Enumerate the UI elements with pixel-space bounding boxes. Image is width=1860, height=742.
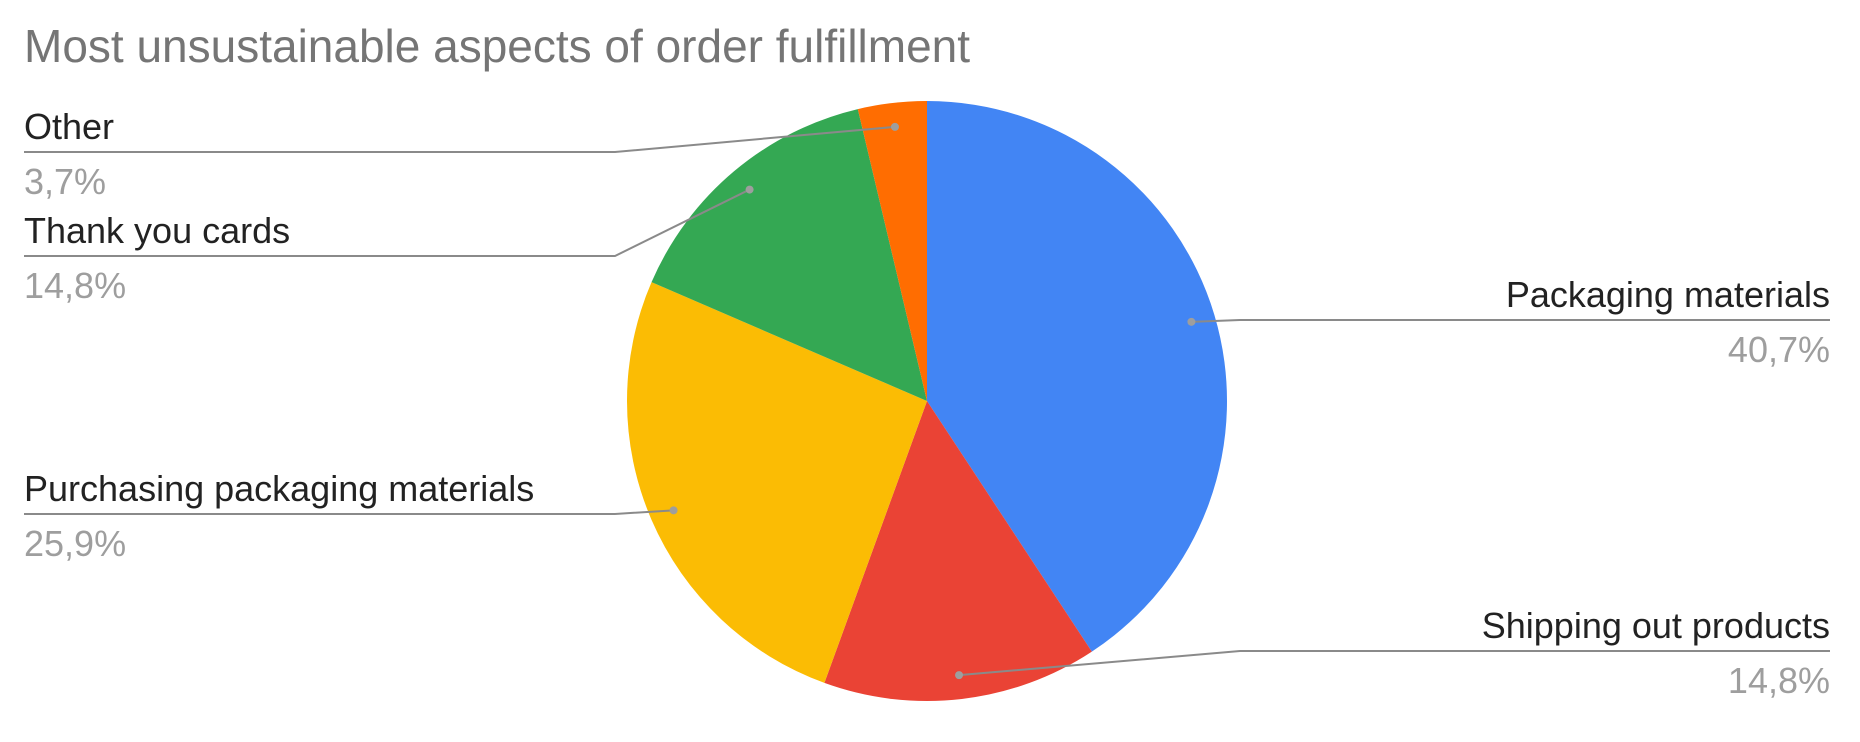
slice-label-thank-you-cards: Thank you cards xyxy=(24,210,290,251)
slice-labels: Packaging materials 40,7% Shipping out pro… xyxy=(24,106,1830,701)
slice-percent-other: 3,7% xyxy=(24,161,106,202)
chart-title: Most unsustainable aspects of order fulf… xyxy=(24,20,970,72)
slice-label-packaging-materials: Packaging materials xyxy=(1506,274,1830,315)
leader-dot-packaging-materials xyxy=(1187,317,1196,326)
leader-dot-purchasing-packaging-materials xyxy=(669,506,678,515)
leader-dot-thank-you-cards xyxy=(745,185,754,194)
leader-line-packaging-materials xyxy=(1191,319,1830,323)
leader-dot-shipping-out-products xyxy=(955,671,964,680)
leader-dot-other xyxy=(890,122,899,131)
pie-slices xyxy=(626,101,1228,701)
leader-line-purchasing-packaging-materials xyxy=(24,509,674,515)
slice-label-other: Other xyxy=(24,106,114,147)
slice-percent-packaging-materials: 40,7% xyxy=(1728,329,1830,370)
slice-label-purchasing-packaging-materials: Purchasing packaging materials xyxy=(24,468,534,509)
leader-line-other xyxy=(24,125,896,153)
pie-slice-shipping-out-products xyxy=(824,401,1092,701)
leader-line-thank-you-cards xyxy=(24,188,751,257)
pie-slice-thank-you-cards xyxy=(651,109,927,401)
leader-lines xyxy=(24,122,1830,680)
slice-percent-shipping-out-products: 14,8% xyxy=(1728,660,1830,701)
pie-slice-packaging-materials xyxy=(927,101,1228,652)
pie-slice-purchasing-packaging-materials xyxy=(626,282,927,683)
slice-percent-purchasing-packaging-materials: 25,9% xyxy=(24,523,126,564)
slice-percent-thank-you-cards: 14,8% xyxy=(24,265,126,306)
slice-label-shipping-out-products: Shipping out products xyxy=(1482,605,1830,646)
leader-line-shipping-out-products xyxy=(958,650,1830,677)
pie-slice-other xyxy=(857,101,927,401)
